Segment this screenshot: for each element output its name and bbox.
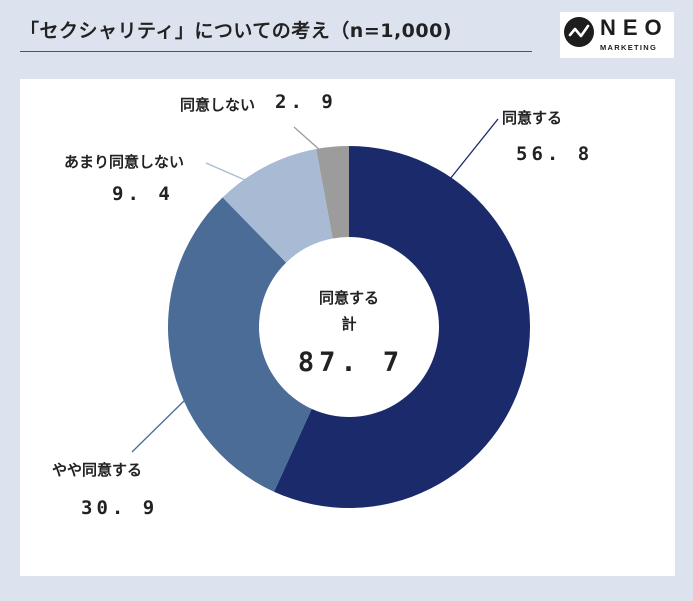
leader-line-strongly-agree bbox=[449, 118, 499, 180]
data-label-name-strongly-agree: 同意する bbox=[502, 109, 563, 127]
data-label-value-somewhat-disagree: 9. 4 bbox=[112, 183, 174, 205]
data-label-name-somewhat-agree: やや同意する bbox=[52, 461, 143, 479]
title-underline bbox=[20, 51, 532, 52]
brand-logo: NEO MARKETING bbox=[560, 12, 674, 58]
chart-panel: 同意する 計 87. 7 同意する 56. 8 やや同意する 30. 9 あまり… bbox=[20, 79, 675, 576]
data-label-name-disagree: 同意しない bbox=[180, 96, 256, 114]
leader-line-disagree bbox=[293, 126, 322, 152]
data-label-value-disagree: 2. 9 bbox=[275, 91, 337, 113]
center-total-value: 87. 7 bbox=[298, 347, 404, 378]
leader-line-somewhat-agree bbox=[131, 396, 189, 453]
logo-subtext: MARKETING bbox=[600, 43, 658, 52]
center-label-line2: 計 bbox=[341, 315, 356, 333]
logo-wordmark: NEO bbox=[600, 15, 669, 40]
slice-somewhat-disagree bbox=[222, 148, 333, 263]
data-label-value-strongly-agree: 56. 8 bbox=[516, 143, 594, 165]
page-title: 「セクシャリティ」についての考え（n=1,000) bbox=[20, 20, 453, 42]
leader-line-somewhat-disagree bbox=[205, 162, 246, 181]
leader-lines bbox=[131, 118, 499, 453]
logo-mark-icon bbox=[564, 17, 594, 47]
center-label-line1: 同意する bbox=[319, 289, 379, 307]
slice-strongly-agree bbox=[273, 146, 530, 508]
data-label-value-somewhat-agree: 30. 9 bbox=[81, 497, 159, 519]
donut-slices bbox=[168, 146, 530, 508]
slice-somewhat-agree bbox=[168, 197, 312, 492]
slice-disagree bbox=[316, 146, 349, 239]
donut-chart: 同意する 計 87. 7 bbox=[131, 118, 530, 508]
data-label-name-somewhat-disagree: あまり同意しない bbox=[64, 153, 185, 171]
